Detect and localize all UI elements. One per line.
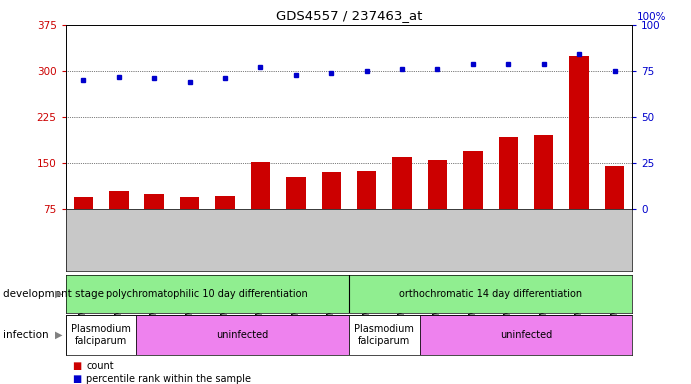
Text: orthochromatic 14 day differentiation: orthochromatic 14 day differentiation [399,289,583,299]
Text: Plasmodium
falciparum: Plasmodium falciparum [354,324,415,346]
Bar [534,135,553,255]
Bar [321,172,341,255]
Bar [357,170,377,255]
Text: development stage: development stage [3,289,104,299]
Bar [251,162,270,255]
Text: polychromatophilic 10 day differentiation: polychromatophilic 10 day differentiatio… [106,289,308,299]
Bar [349,315,419,355]
Bar [144,194,164,255]
Text: ■: ■ [73,374,82,384]
Text: ■: ■ [73,361,82,371]
Text: ▶: ▶ [55,330,62,340]
Bar [605,166,624,255]
Bar [463,151,482,255]
Bar [499,137,518,255]
Text: ▶: ▶ [55,289,62,299]
Bar [136,315,349,355]
Text: uninfected: uninfected [216,330,269,340]
Text: infection: infection [3,330,49,340]
Bar [66,315,136,355]
Bar [569,56,589,255]
Bar [419,315,632,355]
Text: percentile rank within the sample: percentile rank within the sample [86,374,252,384]
Text: count: count [86,361,114,371]
Text: Plasmodium
falciparum: Plasmodium falciparum [71,324,131,346]
Text: 100%: 100% [636,12,666,22]
Bar [180,197,199,255]
Bar [109,191,129,255]
Bar [74,197,93,255]
Bar [392,157,412,255]
Bar [428,159,447,255]
Bar [286,177,305,255]
Bar [216,196,235,255]
Title: GDS4557 / 237463_at: GDS4557 / 237463_at [276,9,422,22]
Text: uninfected: uninfected [500,330,552,340]
